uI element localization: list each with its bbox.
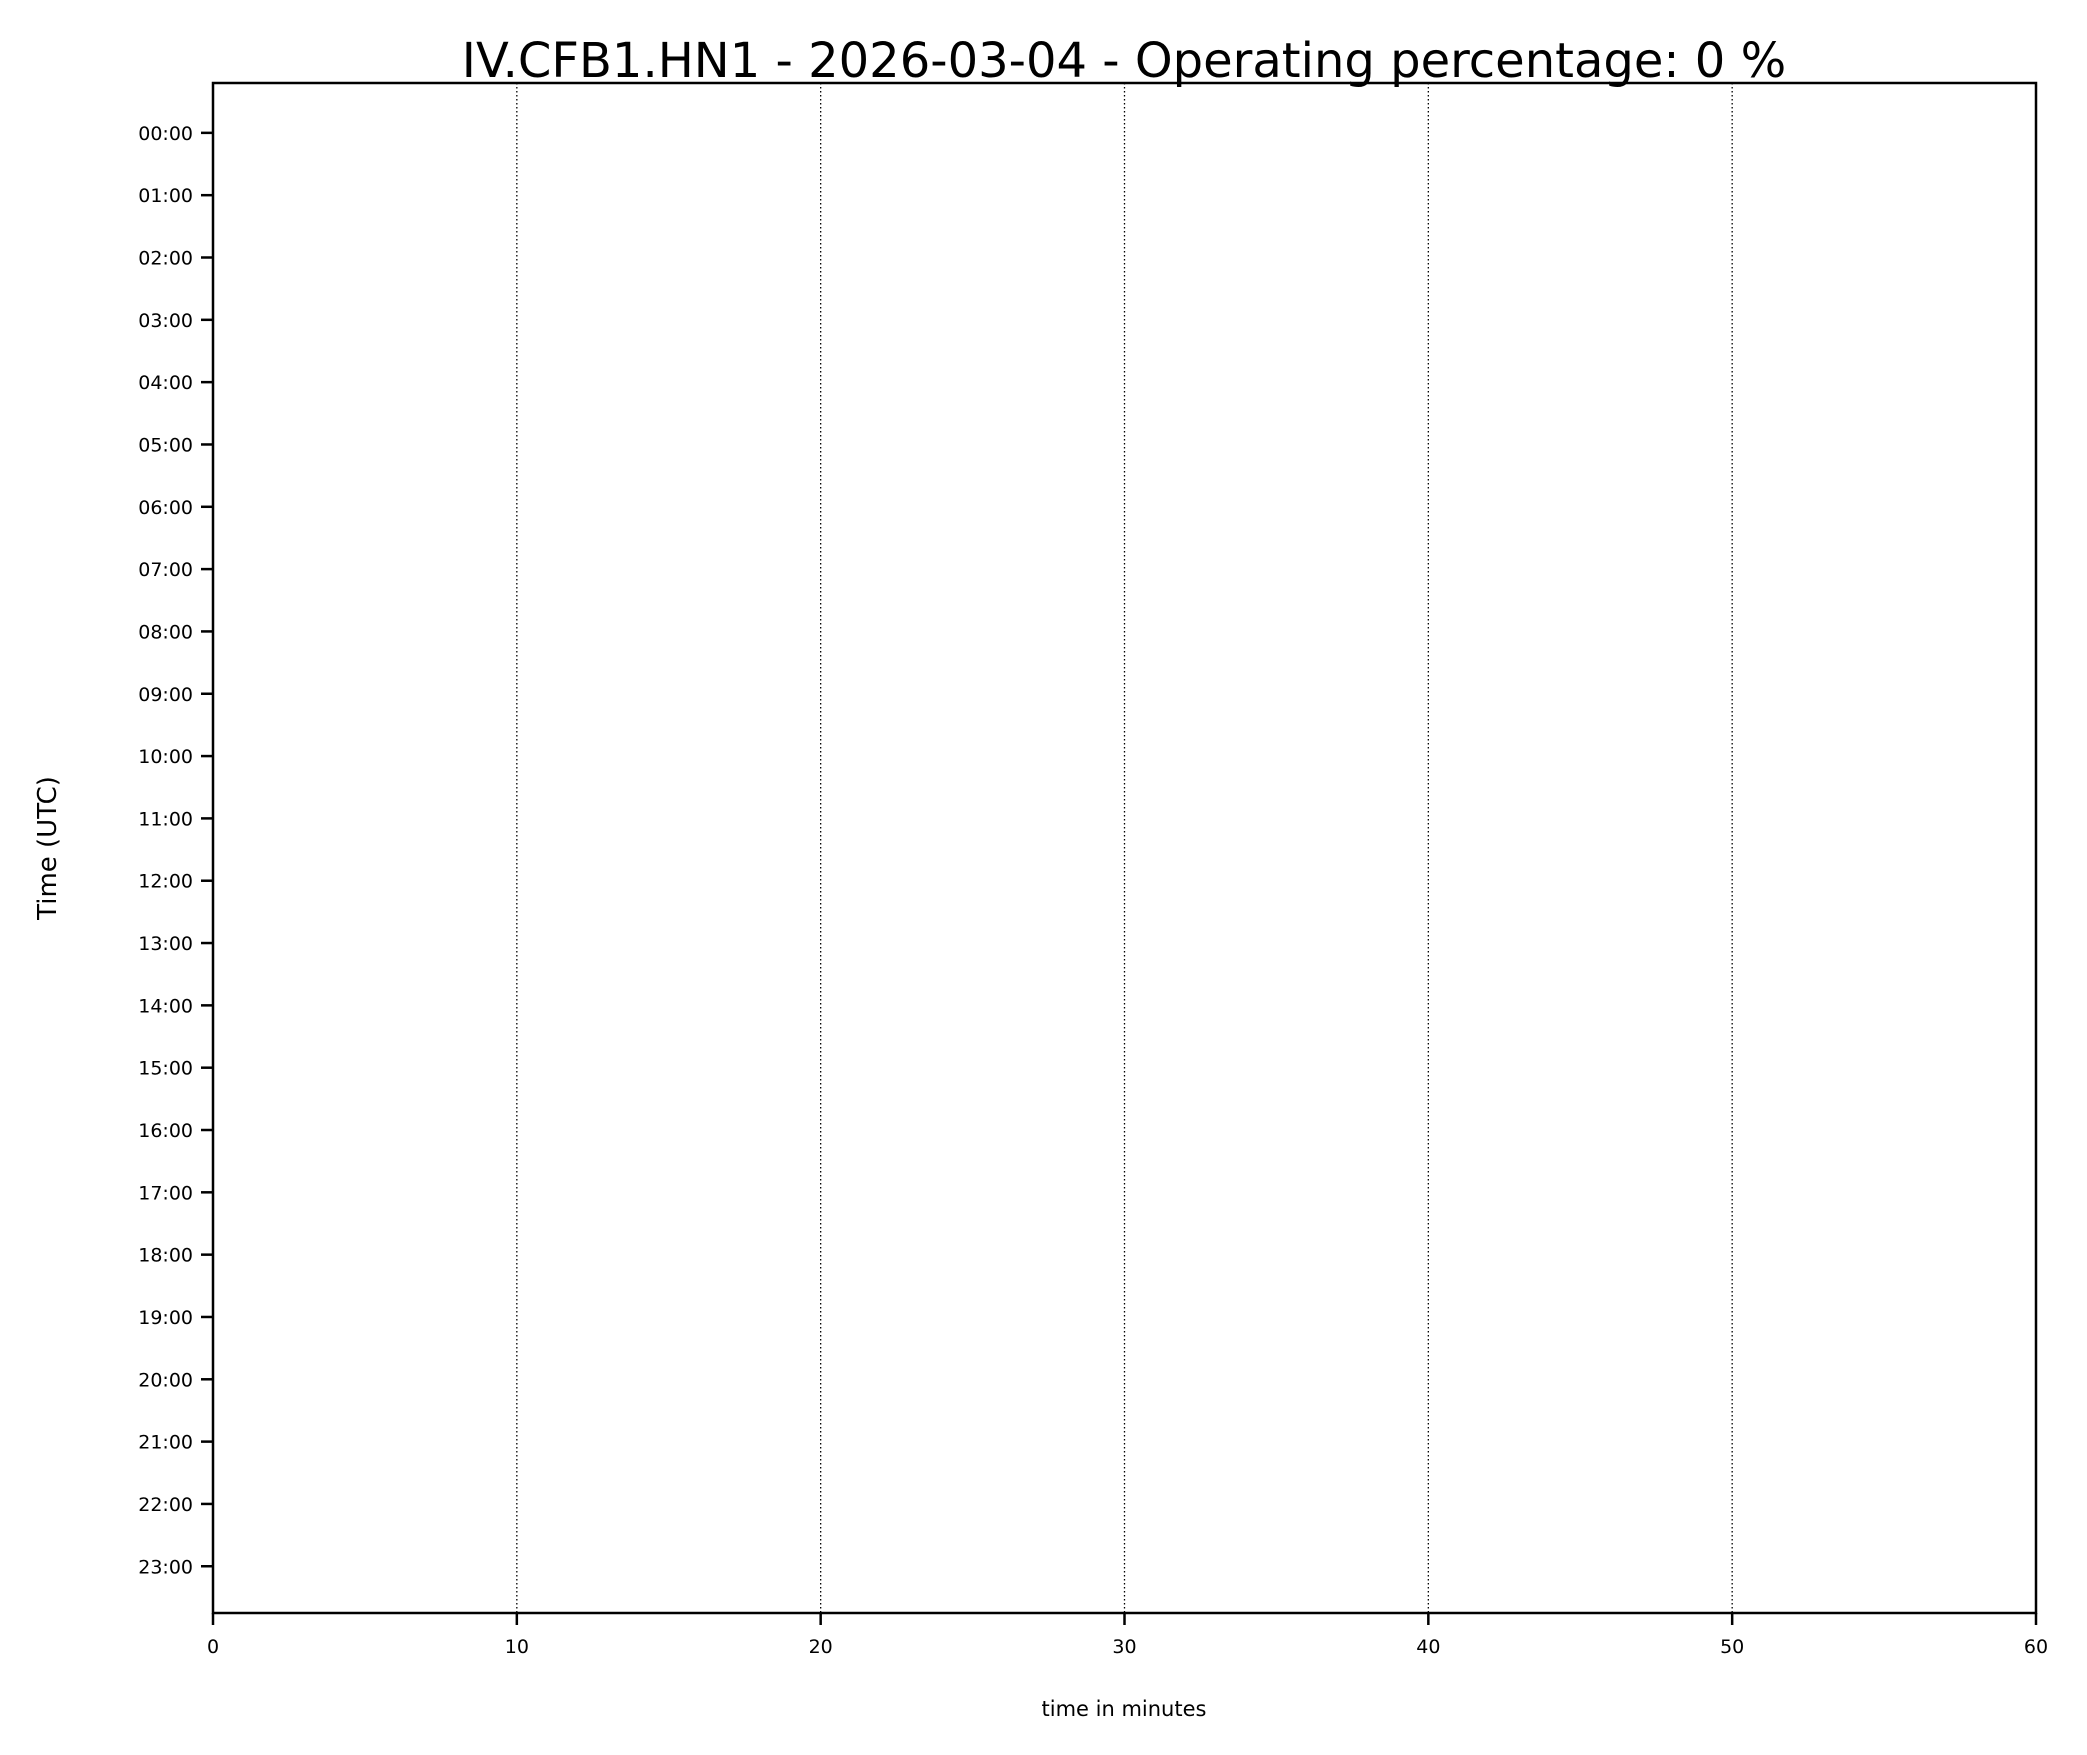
y-tick-label: 00:00 bbox=[138, 123, 193, 145]
y-tick-label: 09:00 bbox=[138, 684, 193, 706]
x-tick-label: 30 bbox=[1112, 1636, 1136, 1658]
y-tick-label: 12:00 bbox=[138, 871, 193, 893]
y-tick-label: 15:00 bbox=[138, 1058, 193, 1080]
x-tick-label: 10 bbox=[505, 1636, 529, 1658]
y-tick-label: 08:00 bbox=[138, 621, 193, 643]
y-tick-label: 04:00 bbox=[138, 372, 193, 394]
y-tick-label: 20:00 bbox=[138, 1369, 193, 1391]
x-axis: 0 10 20 30 40 50 60 bbox=[207, 1613, 2048, 1658]
y-tick-label: 06:00 bbox=[138, 497, 193, 519]
chart-title: IV.CFB1.HN1 - 2026-03-04 - Operating per… bbox=[462, 33, 1786, 89]
y-axis-label: Time (UTC) bbox=[33, 776, 63, 921]
y-tick-label: 17:00 bbox=[138, 1182, 193, 1204]
x-tick-label: 50 bbox=[1720, 1636, 1744, 1658]
x-tick-label: 60 bbox=[2024, 1636, 2048, 1658]
y-tick-label: 02:00 bbox=[138, 248, 193, 270]
grid-lines bbox=[516, 83, 1733, 1613]
y-tick-label: 23:00 bbox=[138, 1556, 193, 1578]
y-tick-label: 07:00 bbox=[138, 559, 193, 581]
x-tick-label: 0 bbox=[207, 1636, 219, 1658]
y-tick-label: 03:00 bbox=[138, 310, 193, 332]
x-tick-label: 20 bbox=[809, 1636, 833, 1658]
y-tick-label: 13:00 bbox=[138, 933, 193, 955]
y-tick-label: 10:00 bbox=[138, 746, 193, 768]
x-axis-label: time in minutes bbox=[1042, 1697, 1207, 1721]
y-tick-label: 18:00 bbox=[138, 1245, 193, 1267]
y-tick-label: 11:00 bbox=[138, 808, 193, 830]
y-tick-label: 14:00 bbox=[138, 995, 193, 1017]
y-tick-label: 05:00 bbox=[138, 434, 193, 456]
y-tick-label: 22:00 bbox=[138, 1494, 193, 1516]
y-tick-label: 21:00 bbox=[138, 1432, 193, 1454]
y-tick-label: 19:00 bbox=[138, 1307, 193, 1329]
y-axis: 00:00 01:00 02:00 03:00 04:00 05:00 06:00 07:00… bbox=[138, 123, 213, 1578]
y-tick-label: 16:00 bbox=[138, 1120, 193, 1142]
x-tick-label: 40 bbox=[1416, 1636, 1440, 1658]
y-tick-label: 01:00 bbox=[138, 185, 193, 207]
